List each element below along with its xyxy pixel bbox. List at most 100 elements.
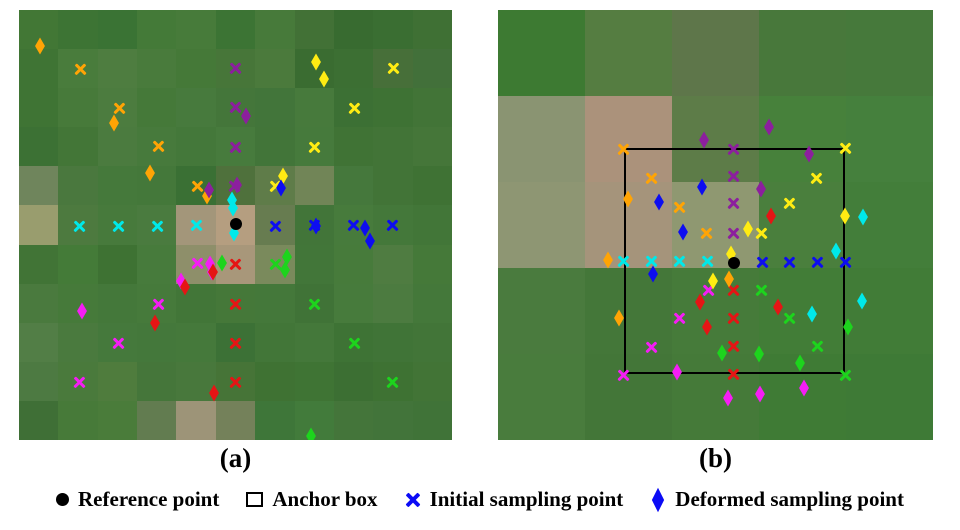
image-pixel (672, 354, 760, 440)
legend-item-deformed-sampling-point: Deformed sampling point (650, 487, 904, 512)
image-pixel (97, 49, 138, 89)
image-pixel (412, 205, 452, 246)
initial-sampling-point-marker (756, 256, 769, 269)
image-pixel (333, 400, 374, 440)
image-pixel (412, 244, 452, 285)
initial-sampling-point-marker (810, 172, 823, 185)
image-pixel (373, 127, 414, 167)
image-pixel (373, 10, 414, 50)
initial-sampling-point-marker (783, 197, 796, 210)
image-pixel (97, 361, 138, 402)
panel-a-image (19, 10, 452, 440)
initial-sampling-point-marker (727, 170, 740, 183)
initial-sampling-point-marker (73, 220, 86, 233)
image-pixel (137, 361, 178, 402)
initial-sampling-point-marker (645, 172, 658, 185)
initial-sampling-point-marker (783, 312, 796, 325)
initial-sampling-point-marker (191, 180, 204, 193)
initial-sampling-point-marker (839, 256, 852, 269)
image-pixel (412, 322, 452, 363)
initial-sampling-point-marker (839, 142, 852, 155)
initial-sampling-point-icon (405, 492, 421, 508)
legend-label-reference-point: Reference point (78, 487, 220, 511)
image-pixel (294, 10, 335, 50)
image-pixel (19, 49, 59, 89)
initial-sampling-point-marker (617, 369, 630, 382)
image-pixel (412, 361, 452, 402)
image-pixel (759, 354, 847, 440)
legend: Reference point Anchor box Initial sampl… (0, 487, 960, 512)
image-pixel (255, 400, 296, 440)
image-pixel (137, 88, 178, 128)
legend-label-initial-sampling-point: Initial sampling point (429, 487, 624, 511)
initial-sampling-point-marker (617, 255, 630, 268)
image-pixel (58, 283, 99, 324)
initial-sampling-point-marker (701, 255, 714, 268)
image-pixel (294, 361, 335, 402)
initial-sampling-point-marker (348, 102, 361, 115)
reference-point-icon (56, 493, 70, 506)
image-pixel (294, 322, 335, 363)
image-pixel (19, 322, 59, 363)
image-pixel (412, 88, 452, 128)
anchor-box-icon (246, 492, 264, 507)
initial-sampling-point-marker (727, 340, 740, 353)
legend-item-reference-point: Reference point (56, 487, 219, 512)
image-pixel (585, 96, 673, 183)
image-pixel (294, 166, 335, 207)
image-pixel (58, 322, 99, 363)
initial-sampling-point-marker (645, 255, 658, 268)
initial-sampling-point-marker (673, 312, 686, 325)
initial-sampling-point-marker (727, 197, 740, 210)
initial-sampling-point-marker (645, 341, 658, 354)
image-pixel (58, 166, 99, 207)
image-pixel (412, 10, 452, 50)
image-pixel (19, 205, 59, 246)
initial-sampling-point-marker (727, 312, 740, 325)
initial-sampling-point-marker (673, 255, 686, 268)
initial-sampling-point-marker (347, 219, 360, 232)
image-pixel (373, 244, 414, 285)
image-pixel (412, 283, 452, 324)
image-pixel (97, 283, 138, 324)
initial-sampling-point-marker (229, 62, 242, 75)
image-pixel (759, 10, 847, 97)
initial-sampling-point-marker (811, 256, 824, 269)
image-pixel (255, 88, 296, 128)
initial-sampling-point-marker (151, 220, 164, 233)
initial-sampling-point-marker (190, 219, 203, 232)
image-pixel (58, 400, 99, 440)
image-pixel (412, 127, 452, 167)
initial-sampling-point-marker (73, 376, 86, 389)
image-pixel (58, 10, 99, 50)
image-pixel (19, 166, 59, 207)
caption-b: (b) (699, 443, 732, 473)
image-pixel (412, 49, 452, 89)
image-pixel (58, 88, 99, 128)
image-pixel (412, 166, 452, 207)
initial-sampling-point-marker (308, 141, 321, 154)
image-pixel (19, 244, 59, 285)
image-pixel (176, 322, 217, 363)
image-pixel (97, 166, 138, 207)
image-pixel (255, 322, 296, 363)
initial-sampling-point-marker (386, 219, 399, 232)
caption-a: (a) (219, 443, 252, 473)
image-pixel (672, 96, 760, 183)
image-pixel (333, 166, 374, 207)
image-pixel (97, 400, 138, 440)
image-pixel (846, 10, 933, 97)
image-pixel (373, 88, 414, 128)
image-pixel (137, 400, 178, 440)
image-pixel (333, 244, 374, 285)
initial-sampling-point-marker (229, 258, 242, 271)
deformed-sampling-point-icon (652, 487, 665, 512)
image-pixel (137, 49, 178, 89)
image-pixel (333, 361, 374, 402)
image-pixel (333, 283, 374, 324)
image-pixel (333, 10, 374, 50)
initial-sampling-point-marker (755, 284, 768, 297)
image-pixel (672, 10, 760, 97)
legend-item-initial-sampling-point: Initial sampling point (405, 487, 624, 512)
image-pixel (176, 400, 217, 440)
